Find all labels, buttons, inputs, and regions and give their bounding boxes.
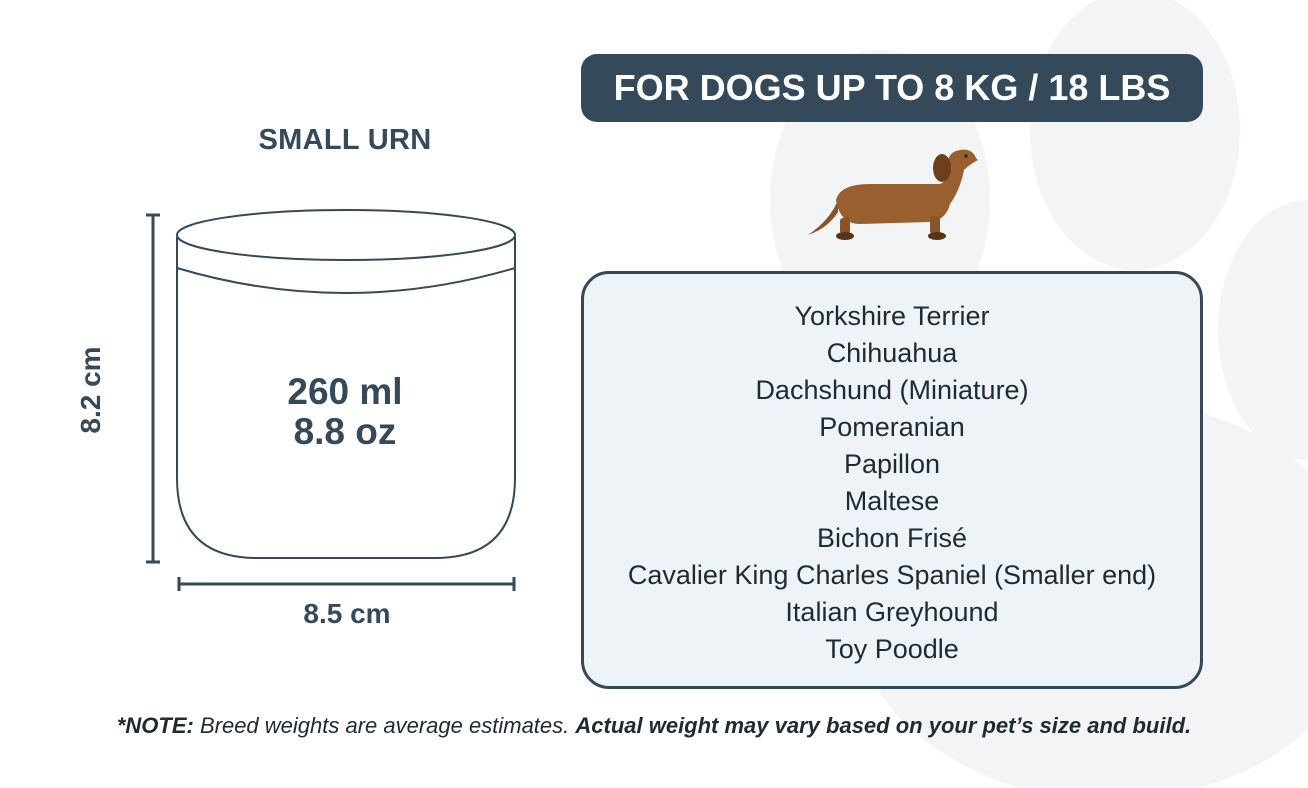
width-label: 8.5 cm bbox=[303, 598, 391, 629]
breed-item: Papillon bbox=[843, 449, 941, 479]
urn-lid bbox=[176, 209, 516, 261]
dachshund-icon bbox=[808, 149, 978, 240]
footnote: *NOTE: Breed weights are average estimat… bbox=[0, 713, 1308, 739]
urn-body bbox=[176, 258, 516, 559]
note-text: Breed weights are average estimates. bbox=[193, 713, 576, 738]
urn-volume: 260 ml 8.8 oz bbox=[200, 372, 490, 452]
volume-ml: 260 ml bbox=[287, 371, 403, 412]
breed-item: Toy Poodle bbox=[825, 634, 959, 664]
breed-list-panel: Yorkshire Terrier Chihuahua Dachshund (M… bbox=[581, 271, 1203, 689]
breed-item: Maltese bbox=[844, 486, 940, 516]
breed-item: Cavalier King Charles Spaniel (Smaller e… bbox=[627, 560, 1157, 590]
height-label: 8.2 cm bbox=[75, 346, 106, 434]
breed-item: Dachshund (Miniature) bbox=[755, 375, 1029, 405]
breed-list: Yorkshire Terrier Chihuahua Dachshund (M… bbox=[584, 274, 1200, 668]
volume-oz: 8.8 oz bbox=[293, 411, 397, 452]
breed-item: Italian Greyhound bbox=[785, 597, 999, 627]
breed-item: Bichon Frisé bbox=[816, 523, 968, 553]
urn-title: SMALL URN bbox=[258, 124, 432, 156]
breed-item: Yorkshire Terrier bbox=[794, 301, 990, 331]
note-prefix: *NOTE: bbox=[116, 713, 194, 738]
note-emphasis: Actual weight may vary based on your pet… bbox=[575, 713, 1192, 738]
header-title: FOR DOGS UP TO 8 KG / 18 LBS bbox=[613, 67, 1171, 108]
weight-header: FOR DOGS UP TO 8 KG / 18 LBS bbox=[581, 54, 1203, 122]
urn-diagram bbox=[146, 209, 516, 591]
breed-item: Chihuahua bbox=[826, 338, 958, 368]
breed-item: Pomeranian bbox=[819, 412, 965, 442]
